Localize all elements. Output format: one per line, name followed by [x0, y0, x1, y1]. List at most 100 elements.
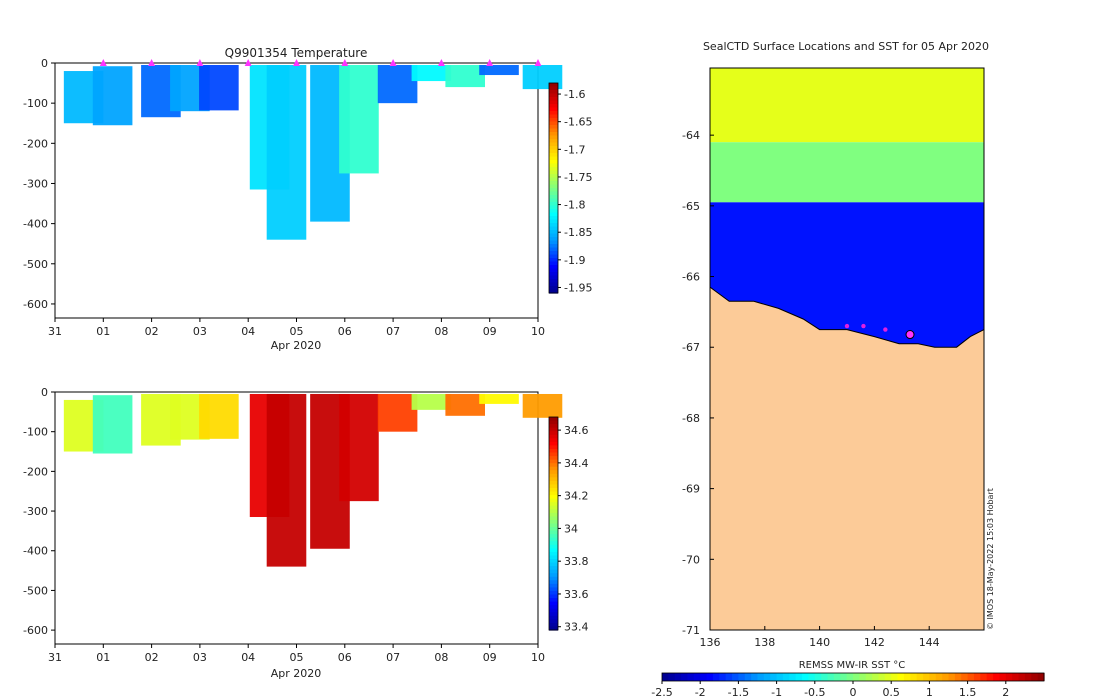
- top-colorbar-label-6: -1.9: [564, 254, 585, 267]
- bot-colorbar-step-11: [549, 456, 558, 461]
- bot-colorbar-step-29: [549, 519, 558, 525]
- top-colorbar-step-48: [549, 251, 558, 256]
- seal-location-0: [844, 323, 850, 329]
- bot-colorbar-step-26: [549, 509, 558, 514]
- bot-colorbar-step-33: [549, 534, 558, 539]
- top-profile-11: [445, 65, 486, 88]
- temperature-colorbar: -1.6 -1.65 -1.7 -1.75 -1.8 -1.85 -1.9 -1.95: [548, 82, 592, 294]
- bot-profile-8: [339, 393, 379, 502]
- bot-colorbar-step-7: [549, 441, 558, 446]
- bot-colorbar-step-50: [549, 594, 558, 599]
- top-colorbar-step-29: [549, 184, 558, 189]
- top-colorbar-step-6: [549, 104, 558, 109]
- temperature-title: Q9901354 Temperature: [225, 46, 368, 60]
- sst-colorbar-label-4: -0.5: [804, 686, 825, 699]
- lat-tick-label-7: -71: [682, 624, 700, 637]
- salinity-panel: 0 -100 -200 -300 -400 -500 -600 31 01 02 03 04 05 06…: [23, 386, 588, 680]
- sst-colorbar-step-37: [897, 673, 905, 681]
- sst-colorbar-step-39: [910, 673, 918, 681]
- sst-colorbar-label-1: -2: [695, 686, 706, 699]
- bot-xtick-label-5: 05: [290, 651, 304, 664]
- top-colorbar-label-7: -1.95: [564, 281, 592, 294]
- top-colorbar-frame: [548, 82, 559, 294]
- cast-marker-1: [148, 59, 156, 66]
- sst-colorbar-step-55: [1012, 673, 1020, 681]
- top-xtick-label-9: 09: [483, 325, 497, 338]
- bot-colorbar-step-20: [549, 488, 558, 493]
- bot-colorbar-step-40: [549, 559, 558, 564]
- sst-colorbar-step-13: [744, 673, 752, 681]
- bot-ytick-label-2: -200: [23, 465, 48, 478]
- top-colorbar-step-23: [549, 163, 558, 168]
- sst-colorbar-step-57: [1024, 673, 1032, 681]
- sst-colorbar-label-6: 0.5: [882, 686, 900, 699]
- bot-colorbar-step-4: [549, 431, 558, 436]
- bot-colorbar-step-56: [549, 615, 558, 620]
- sst-colorbar-step-18: [776, 673, 784, 681]
- sst-colorbar-step-54: [1005, 673, 1013, 681]
- top-ytick-label-5: -500: [23, 258, 48, 271]
- bot-colorbar-step-58: [549, 622, 558, 628]
- lon-tick-label-3: 142: [864, 636, 885, 649]
- sst-field: [710, 68, 984, 348]
- sst-colorbar-step-3: [681, 673, 689, 681]
- bot-xtick-label-6: 06: [338, 651, 352, 664]
- top-colorbar-step-18: [549, 146, 558, 151]
- top-xtick-label-3: 03: [193, 325, 207, 338]
- map-frame: [709, 67, 985, 631]
- bot-colorbar-label-1: 34.4: [564, 457, 589, 470]
- top-colorbar-label-4: -1.8: [564, 199, 585, 212]
- top-xtick-label-7: 07: [386, 325, 400, 338]
- cast-marker-6: [389, 59, 397, 66]
- top-colorbar-step-53: [549, 268, 558, 273]
- bot-colorbar-step-25: [549, 505, 558, 510]
- bot-colorbar-step-19: [549, 484, 558, 489]
- bot-colorbar-label-5: 33.6: [564, 588, 589, 601]
- top-xtick-label-4: 04: [241, 325, 255, 338]
- top-colorbar-step-59: [549, 289, 558, 294]
- bot-profile-11: [445, 393, 486, 416]
- sst-colorbar-step-51: [986, 673, 994, 681]
- top-profile-12: [479, 65, 519, 76]
- bot-colorbar-step-2: [549, 424, 558, 429]
- bot-colorbar-step-59: [549, 626, 558, 631]
- sst-colorbar-step-59: [1037, 673, 1045, 681]
- top-profile-1: [92, 66, 133, 126]
- lat-tick-label-1: -65: [682, 200, 700, 213]
- sst-colorbar-step-7: [706, 673, 714, 681]
- top-colorbar-step-2: [549, 90, 558, 95]
- cast-markers: [99, 59, 542, 66]
- top-colorbar-step-14: [549, 132, 558, 137]
- sst-map-panel: SealCTD Surface Locations and SST for 05…: [651, 40, 1045, 699]
- sst-colorbar-label-2: -1.5: [728, 686, 749, 699]
- cast-marker-9: [534, 59, 542, 66]
- sst-colorbar-step-17: [770, 673, 778, 681]
- sst-colorbar-label-9: 2: [1002, 686, 1009, 699]
- seal-location-1: [861, 323, 866, 329]
- top-colorbar-step-28: [549, 181, 558, 186]
- longitude-axis: 136 138 140 142 144: [700, 626, 940, 649]
- sst-colorbar-step-4: [687, 673, 695, 681]
- bot-profile-12: [479, 393, 519, 404]
- bot-colorbar-step-54: [549, 608, 558, 613]
- bot-xtick-label-2: 02: [145, 651, 159, 664]
- sst-colorbar-step-2: [674, 673, 682, 681]
- top-colorbar-step-9: [549, 114, 558, 119]
- bot-colorbar-step-53: [549, 605, 558, 610]
- sst-colorbar-step-33: [872, 673, 880, 681]
- sst-colorbar-step-46: [954, 673, 962, 681]
- top-colorbar-step-42: [549, 230, 558, 235]
- bot-profile-13: [522, 393, 563, 418]
- top-colorbar-step-47: [549, 247, 558, 252]
- bot-colorbar-step-24: [549, 502, 558, 507]
- top-colorbar-step-37: [549, 212, 558, 217]
- lon-tick-label-0: 136: [700, 636, 721, 649]
- top-colorbar-step-4: [549, 97, 558, 102]
- sst-colorbar-step-45: [948, 673, 956, 681]
- top-colorbar-step-54: [549, 272, 558, 277]
- bot-colorbar-step-49: [549, 590, 558, 596]
- top-profile-6: [266, 65, 307, 240]
- top-colorbar-step-5: [549, 100, 558, 105]
- sst-colorbar-step-19: [782, 673, 790, 681]
